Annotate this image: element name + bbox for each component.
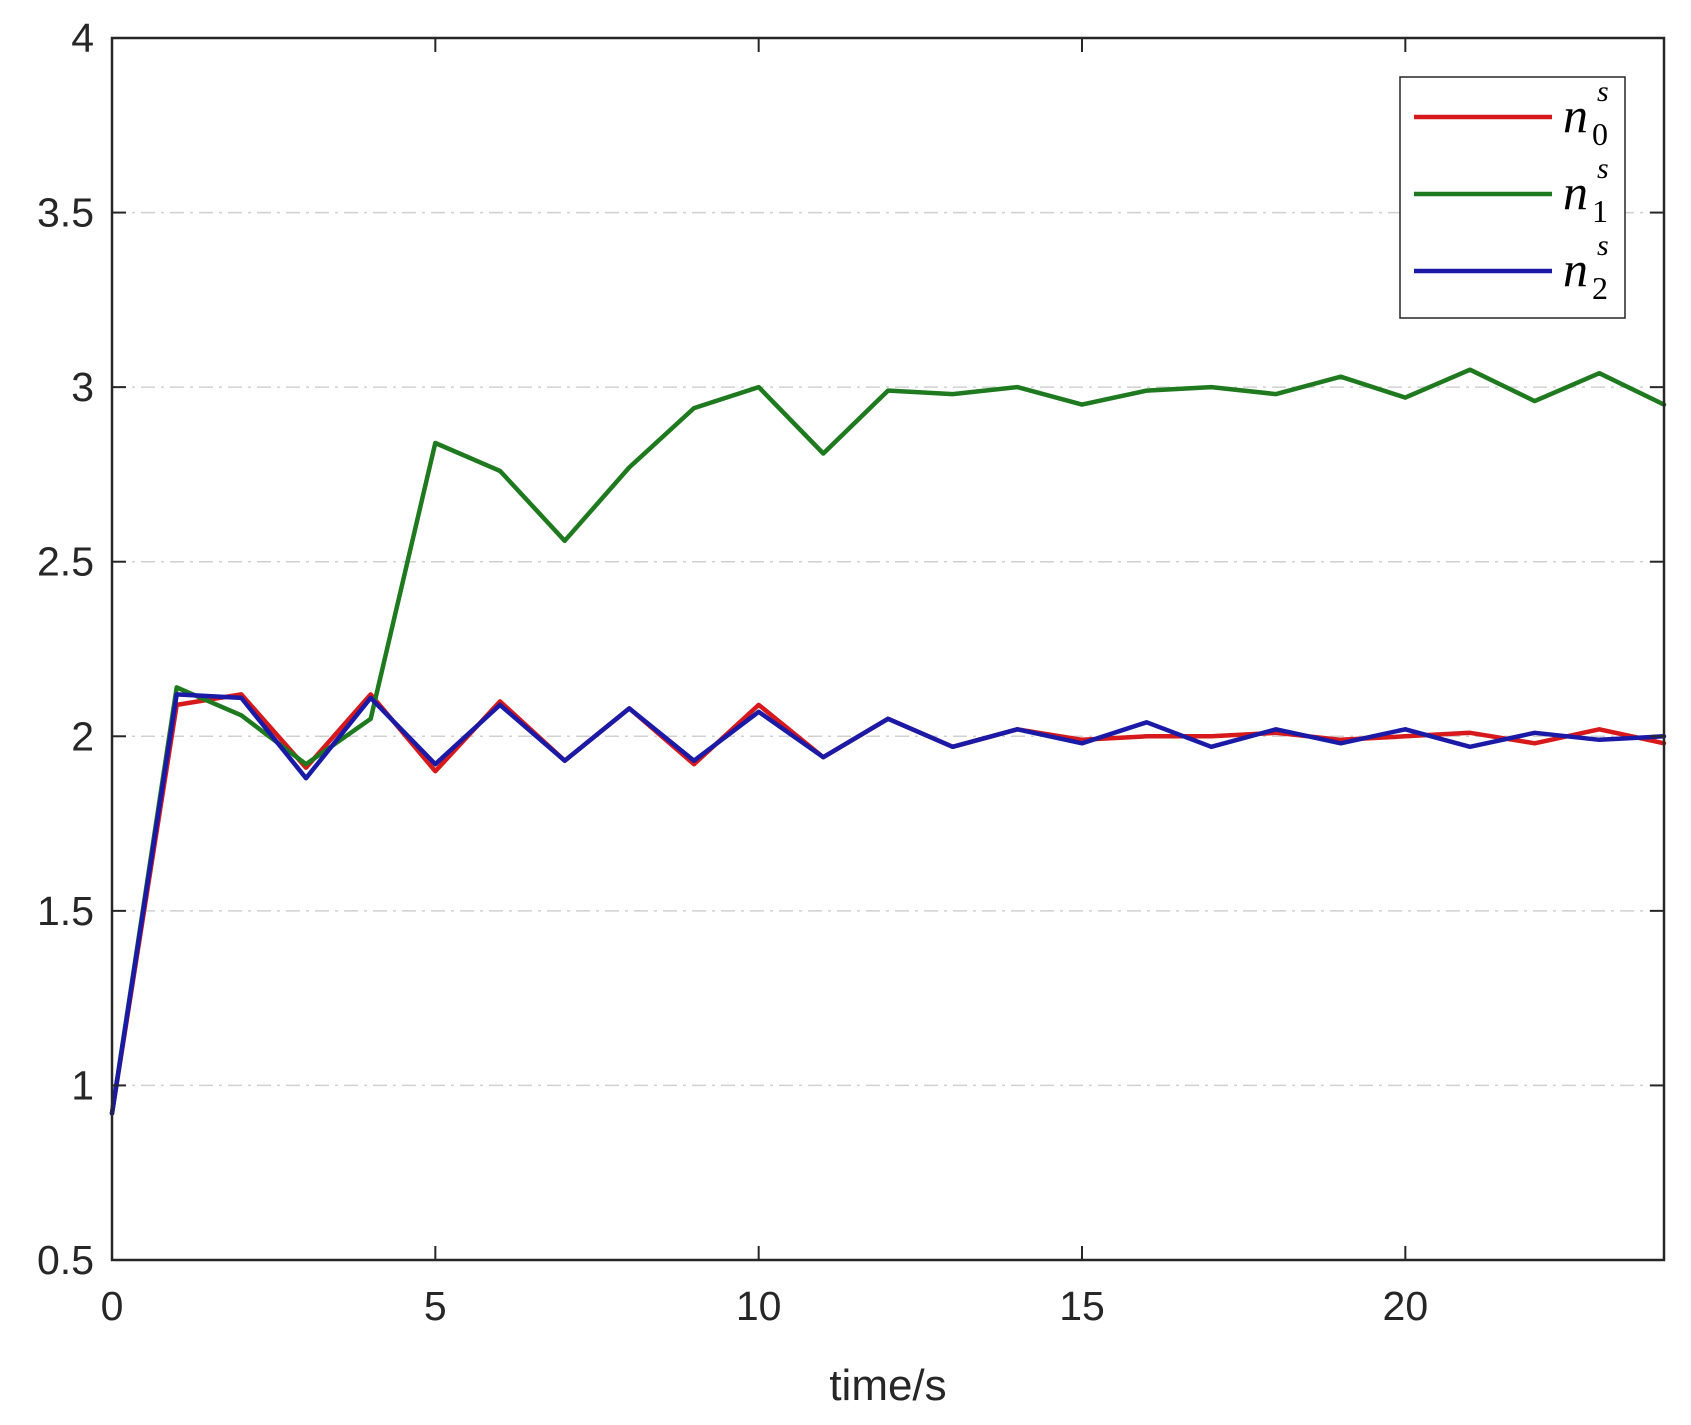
legend-label-symbol: n [1563,164,1588,220]
x-tick-label: 15 [1059,1283,1105,1329]
y-tick-label: 4 [71,15,94,61]
grid-lines [112,211,1664,1087]
x-tick-label: 5 [424,1283,447,1329]
series-line-n2 [109,692,1667,1116]
y-tick-label: 0.5 [37,1237,94,1283]
y-tick-label: 2 [71,713,94,759]
x-tick-label: 10 [736,1283,782,1329]
plot-frame [110,36,1666,1262]
legend-label-symbol: n [1563,241,1588,297]
y-tick-labels: 0.5 1 1.5 2 2.5 3 3.5 4 [37,15,94,1283]
legend-label-superscript: s [1597,75,1609,108]
x-tick-labels: 0 5 10 15 20 [101,1283,1429,1329]
legend-label-symbol: n [1563,87,1588,143]
x-tick-label: 0 [101,1283,124,1329]
y-tick-label: 1 [71,1062,94,1108]
legend-label-subscript: 2 [1592,270,1608,306]
series-lines [109,367,1667,1116]
legend-label-superscript: s [1597,152,1609,185]
series-line-n1 [109,367,1667,1116]
x-axis-label: time/s [829,1361,946,1410]
legend-label-subscript: 1 [1592,193,1608,229]
y-tick-label: 3.5 [37,190,94,236]
x-tick-label: 20 [1383,1283,1429,1329]
legend: n 0sn 1sn 2s [1399,75,1626,319]
y-tick-label: 3 [71,364,94,410]
y-tick-label: 2.5 [37,539,94,585]
axis-ticks [111,37,1664,1261]
legend-label-superscript: s [1597,229,1609,262]
y-tick-label: 1.5 [37,888,94,934]
legend-label-subscript: 0 [1592,116,1608,152]
